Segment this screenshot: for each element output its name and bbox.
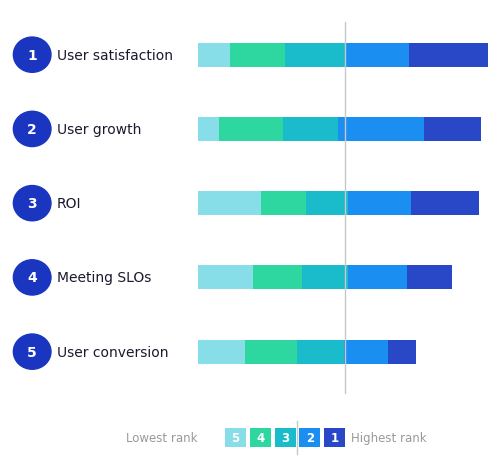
Bar (275, 428, 296, 447)
Text: Meeting SLOs: Meeting SLOs (57, 271, 151, 285)
Circle shape (13, 186, 51, 221)
Bar (250, 428, 271, 447)
Bar (198, 44, 230, 68)
Bar (285, 44, 346, 68)
Bar (230, 44, 285, 68)
Bar (306, 192, 348, 216)
Bar (198, 118, 219, 142)
Bar (424, 118, 481, 142)
Text: Highest rank: Highest rank (351, 431, 427, 444)
Text: 3: 3 (27, 197, 37, 211)
Bar (198, 266, 253, 290)
Bar (245, 340, 297, 364)
Text: User conversion: User conversion (57, 345, 168, 359)
Bar (219, 118, 283, 142)
Bar (407, 266, 451, 290)
Bar (253, 266, 301, 290)
Bar (324, 428, 345, 447)
Bar (299, 428, 320, 447)
Text: 2: 2 (306, 431, 314, 444)
Bar (348, 266, 407, 290)
Bar (348, 192, 411, 216)
Bar (198, 192, 261, 216)
Text: 1: 1 (331, 431, 339, 444)
Bar (338, 118, 424, 142)
Circle shape (13, 260, 51, 295)
Circle shape (13, 112, 51, 147)
Bar (297, 340, 344, 364)
Text: 4: 4 (27, 271, 37, 285)
Bar (198, 340, 245, 364)
Text: Lowest rank: Lowest rank (126, 431, 198, 444)
Text: ROI: ROI (57, 197, 81, 211)
Text: User growth: User growth (57, 123, 141, 137)
Text: 5: 5 (27, 345, 37, 359)
Bar (301, 266, 348, 290)
Text: 2: 2 (27, 123, 37, 137)
Text: 4: 4 (256, 431, 264, 444)
Bar (388, 340, 416, 364)
Text: 1: 1 (27, 49, 37, 63)
Circle shape (13, 334, 51, 369)
Text: User satisfaction: User satisfaction (57, 49, 173, 63)
Bar (409, 44, 488, 68)
Bar (411, 192, 479, 216)
Text: 5: 5 (232, 431, 240, 444)
Bar (283, 118, 338, 142)
Bar (261, 192, 306, 216)
Bar (344, 340, 388, 364)
Text: 3: 3 (281, 431, 289, 444)
Bar (225, 428, 246, 447)
Circle shape (13, 38, 51, 73)
Bar (346, 44, 409, 68)
